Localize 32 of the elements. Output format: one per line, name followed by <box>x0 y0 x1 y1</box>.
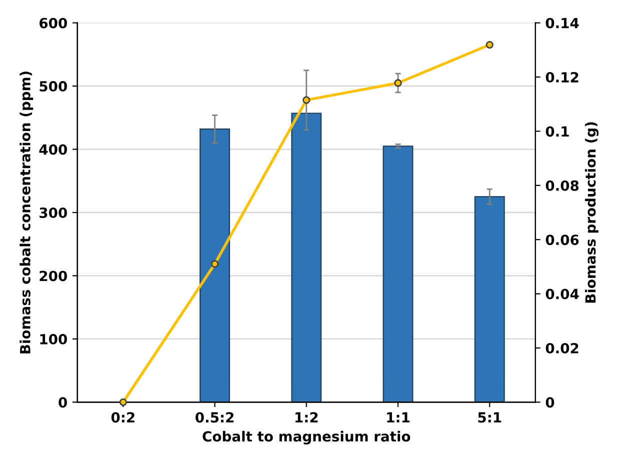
y2-tick-label: 0.12 <box>546 72 578 83</box>
y-tick-label: 400 <box>39 144 67 155</box>
bar <box>474 196 505 402</box>
y2-tick-label: 0 <box>546 397 554 408</box>
y-tick-label: 100 <box>40 334 67 344</box>
point <box>119 398 127 406</box>
x-tick-label: 1:1 <box>387 412 410 422</box>
bar <box>291 112 322 402</box>
y2-tick-label: 0.06 <box>546 234 579 246</box>
bar <box>382 146 414 402</box>
point <box>302 96 310 104</box>
y2-tick-label: 0.02 <box>546 342 578 354</box>
x-axis-title: Cobalt to magnesium ratio <box>202 430 410 444</box>
point <box>210 260 219 268</box>
y-tick-label: 0 <box>58 397 67 408</box>
y2-tick-label: 0.08 <box>546 180 579 191</box>
x-tick-label: 5:1 <box>478 412 502 423</box>
point <box>394 79 402 87</box>
x-tick-label: 0.5:2 <box>196 412 234 423</box>
y2-axis-title: Biomass production (g) <box>584 122 599 303</box>
y2-tick-label: 0.04 <box>546 288 579 300</box>
y-tick-label: 600 <box>40 18 67 28</box>
point <box>486 40 494 49</box>
y2-tick-label: 0.1 <box>546 126 569 137</box>
y-axis-title: Biomass cobalt concentration (ppm) <box>20 72 34 354</box>
y-tick-label: 500 <box>40 81 67 92</box>
y2-tick-label: 0.14 <box>546 18 579 28</box>
y-tick-label: 200 <box>40 270 67 282</box>
bar <box>200 128 230 402</box>
x-tick-label: 0:2 <box>111 412 134 423</box>
x-tick-label: 1:2 <box>296 412 318 422</box>
y-tick-label: 300 <box>40 207 67 218</box>
